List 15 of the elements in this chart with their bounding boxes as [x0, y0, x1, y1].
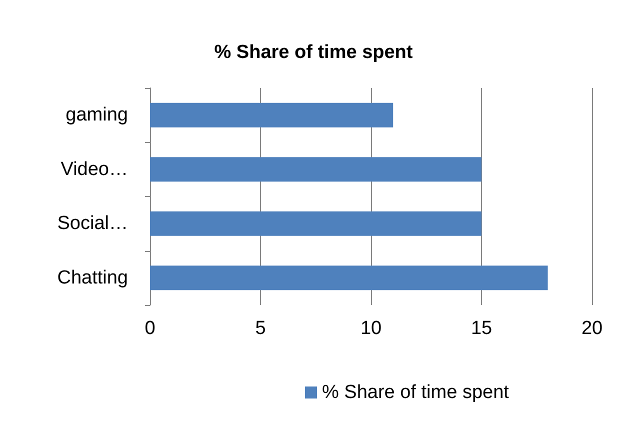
- bar: [150, 102, 394, 128]
- bar: [150, 157, 482, 182]
- legend-label: % Share of time spent: [322, 382, 510, 403]
- x-tick-label: 0: [144, 318, 156, 339]
- bar: [150, 266, 548, 290]
- y-tick-label: Video…: [60, 158, 128, 180]
- x-tick-label: 10: [360, 318, 382, 339]
- x-tick-label: 20: [581, 318, 603, 339]
- x-tick-label: 15: [470, 318, 492, 339]
- y-tick-label: Social…: [57, 213, 128, 234]
- chart-title: % Share of time spent: [214, 42, 414, 63]
- y-tick-label: gaming: [66, 104, 128, 126]
- x-tick-label: 5: [255, 318, 266, 339]
- y-tick-label: Chatting: [57, 267, 128, 288]
- bar: [150, 211, 482, 236]
